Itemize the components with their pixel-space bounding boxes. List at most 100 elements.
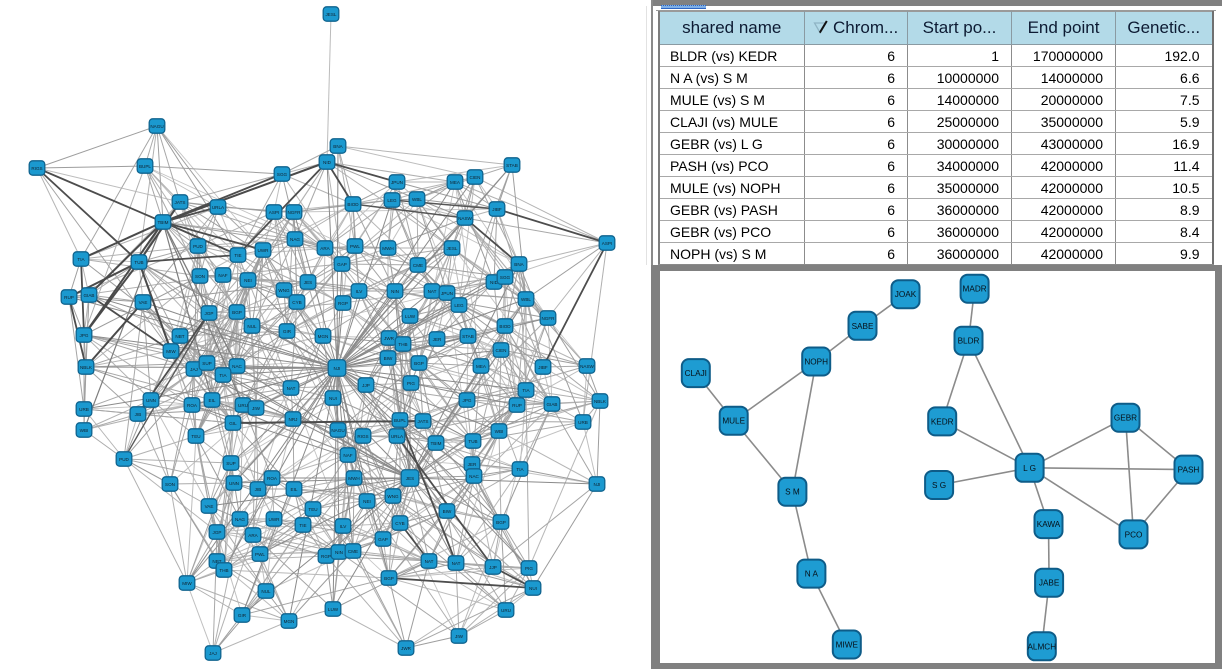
svg-text:PCO: PCO [1125, 530, 1143, 539]
svg-text:NBT: NBT [175, 334, 184, 339]
svg-text:TIE: TIE [299, 523, 306, 528]
svg-text:GIR: GIR [238, 613, 247, 618]
svg-text:UWR: UWR [258, 248, 270, 253]
svg-text:SON: SON [165, 482, 175, 487]
svg-text:RGP: RGP [321, 554, 331, 559]
svg-text:ARA: ARA [248, 533, 258, 538]
svg-text:NID: NID [490, 280, 499, 285]
svg-text:BUPL: BUPL [394, 418, 406, 423]
svg-text:THB: THB [219, 568, 228, 573]
svg-text:ASPI: ASPI [602, 241, 612, 246]
svg-text:JWR: JWR [384, 336, 395, 341]
svg-text:BIW: BIW [443, 509, 452, 514]
svg-text:NAC: NAC [469, 474, 479, 479]
svg-text:TEU: TEU [308, 507, 317, 512]
svg-text:GIL: GIL [229, 421, 237, 426]
svg-text:JESL: JESL [447, 246, 458, 251]
svg-text:JWR: JWR [401, 646, 412, 651]
svg-text:EIL: EIL [291, 487, 298, 492]
svg-text:RGP: RGP [338, 301, 348, 306]
svg-text:CYB: CYB [395, 521, 404, 526]
svg-text:VAE: VAE [139, 300, 148, 305]
svg-text:BUPL: BUPL [139, 164, 151, 169]
svg-text:JATS: JATS [175, 200, 186, 205]
svg-text:MEA: MEA [450, 180, 461, 185]
svg-text:NAG: NAG [290, 237, 300, 242]
svg-text:BIOD: BIOD [347, 202, 359, 207]
svg-text:MGN: MGN [318, 334, 329, 339]
svg-text:JPG: JPG [80, 333, 89, 338]
svg-text:JIBF: JIBF [538, 365, 548, 370]
svg-text:ARA: ARA [320, 246, 330, 251]
svg-text:JOAK: JOAK [895, 290, 917, 299]
svg-text:NGFR: NGFR [541, 316, 555, 321]
svg-text:SGG: SGG [277, 172, 288, 177]
svg-text:SGG: SGG [500, 275, 511, 280]
svg-text:CME: CME [413, 263, 423, 268]
svg-text:N A: N A [805, 570, 819, 579]
svg-text:PASH: PASH [1178, 466, 1200, 475]
svg-text:MULE: MULE [722, 417, 745, 426]
svg-text:GIR: GIR [283, 329, 292, 334]
svg-text:NAT: NAT [428, 289, 437, 294]
svg-text:URB: URB [79, 407, 89, 412]
svg-text:NAG: NAG [235, 517, 245, 522]
svg-text:PWL: PWL [350, 244, 360, 249]
svg-text:ILV: ILV [356, 289, 363, 294]
svg-text:PIG: PIG [525, 566, 533, 571]
svg-text:STAB: STAB [462, 334, 474, 339]
svg-text:RUP: RUP [64, 295, 74, 300]
svg-text:WBI: WBI [495, 429, 504, 434]
svg-text:THB: THB [398, 342, 407, 347]
svg-text:MIWE: MIWE [836, 641, 859, 650]
svg-text:WNG: WNG [278, 288, 290, 293]
svg-text:WBL: WBL [521, 297, 531, 302]
svg-text:NEI: NEI [363, 499, 371, 504]
svg-text:URU: URU [238, 403, 248, 408]
svg-text:BGP: BGP [232, 310, 242, 315]
svg-text:TBIM: TBIM [431, 441, 442, 446]
svg-text:LEG: LEG [387, 198, 397, 203]
svg-text:TIA: TIA [516, 467, 524, 472]
svg-text:S G: S G [932, 481, 946, 490]
svg-text:PUD: PUD [193, 244, 203, 249]
svg-text:NUI: NUI [329, 396, 337, 401]
svg-text:GAP: GAP [337, 262, 347, 267]
svg-text:BLDR: BLDR [958, 337, 980, 346]
svg-text:UNN: UNN [146, 398, 156, 403]
svg-text:CIEN: CIEN [496, 348, 507, 353]
svg-text:GIAB: GIAB [547, 402, 558, 407]
svg-text:CYB: CYB [292, 300, 301, 305]
svg-text:NAGU: NAGU [150, 124, 163, 129]
svg-text:NAC: NAC [232, 364, 242, 369]
svg-text:ROA: ROA [187, 403, 198, 408]
svg-text:URLA: URLA [391, 434, 404, 439]
svg-text:MGN: MGN [284, 619, 295, 624]
svg-text:SUP: SUP [202, 361, 211, 366]
svg-text:WBI: WBI [80, 428, 89, 433]
svg-text:JAJ: JAJ [190, 367, 198, 372]
svg-text:JIW: JIW [455, 634, 464, 639]
svg-text:TIA: TIA [522, 388, 530, 393]
svg-text:TBIM: TBIM [158, 220, 169, 225]
svg-text:NJI: NJI [594, 482, 601, 487]
svg-text:S M: S M [785, 488, 800, 497]
svg-text:EIL: EIL [209, 398, 216, 403]
svg-text:NBLK: NBLK [80, 365, 93, 370]
svg-text:RIGS: RIGS [31, 166, 42, 171]
svg-text:JES: JES [406, 476, 414, 481]
svg-text:NIN: NIN [335, 550, 343, 555]
svg-text:NAT: NAT [287, 386, 296, 391]
svg-text:UWR: UWR [269, 517, 281, 522]
svg-text:NGFR: NGFR [287, 210, 301, 215]
svg-text:TUB: TUB [134, 260, 143, 265]
svg-text:GIAB: GIAB [84, 293, 95, 298]
svg-text:NASW: NASW [458, 216, 472, 221]
svg-text:SON: SON [195, 274, 205, 279]
svg-text:NUI: NUI [529, 586, 537, 591]
svg-text:BGP: BGP [414, 361, 424, 366]
svg-text:L G: L G [1023, 464, 1036, 473]
svg-text:JIW: JIW [252, 406, 261, 411]
svg-text:RIGS: RIGS [357, 434, 368, 439]
svg-text:ROA: ROA [267, 476, 278, 481]
